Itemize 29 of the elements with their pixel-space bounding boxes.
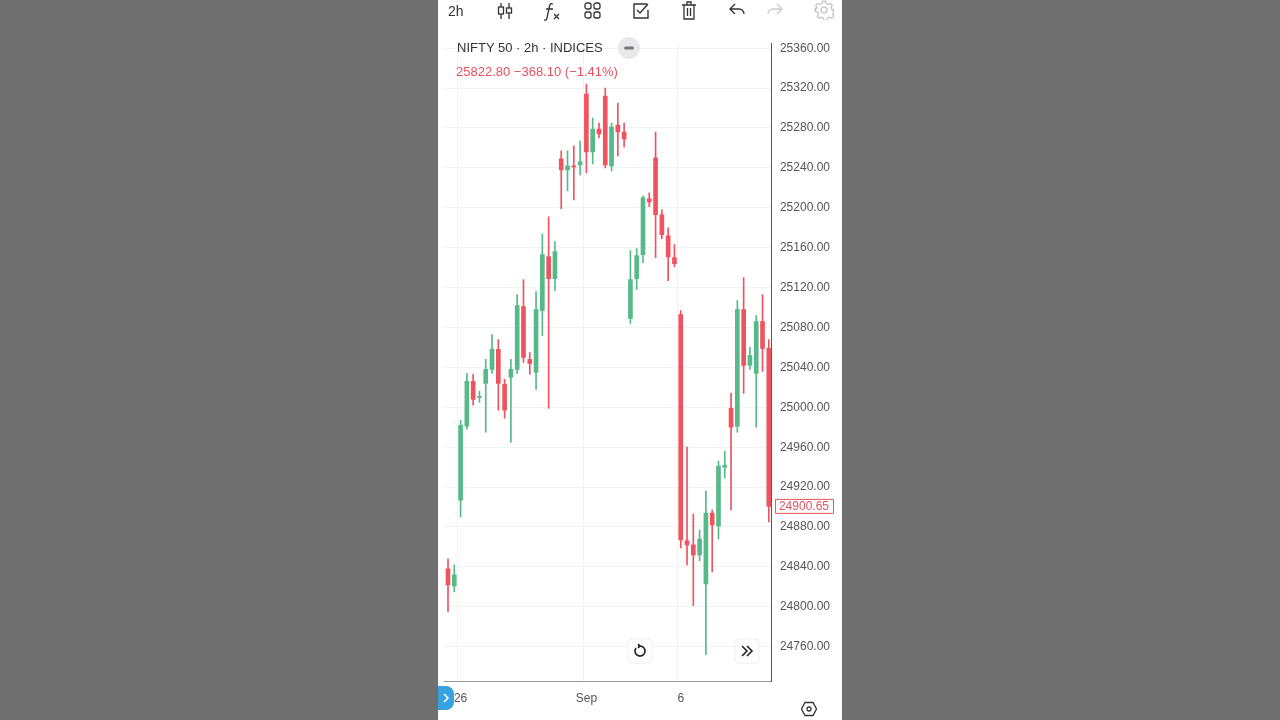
y-tick-label: 25240.00	[779, 160, 831, 175]
text: 24900.65	[778, 498, 830, 513]
candlestick	[558, 150, 564, 210]
x-tick-label: 6	[677, 691, 685, 706]
x-tick-label: 26	[453, 691, 468, 706]
text: 25822.80 −368.10 (−1.41%)	[456, 64, 618, 79]
text: 2h	[448, 3, 464, 19]
y-tick-label: 25040.00	[779, 359, 831, 374]
candlestick	[508, 359, 514, 443]
y-tick-label: 25160.00	[779, 240, 831, 254]
y-tick-label: 24760.00	[779, 639, 831, 653]
candlestick	[690, 513, 696, 607]
y-tick-label: 24800.00	[779, 599, 831, 614]
y-tick-label: 25120.00	[779, 279, 831, 294]
candlestick	[483, 359, 489, 433]
candlestick	[709, 509, 715, 573]
candlestick	[527, 352, 533, 375]
y-tick-label: 25000.00	[779, 399, 831, 414]
y-tick-label: 25200.00	[779, 200, 831, 215]
y-tick-label: 24920.00	[779, 479, 831, 494]
y-tick-label: 24840.00	[779, 559, 831, 574]
y-tick-label: 24960.00	[779, 439, 831, 454]
y-tick-label: 25320.00	[779, 80, 831, 95]
y-tick-label: 25080.00	[779, 319, 831, 334]
y-tick-label: 25360.00	[779, 40, 831, 55]
chart-title: NIFTY 50 · 2h · INDICES	[457, 40, 603, 55]
y-tick-label: 24880.00	[779, 519, 831, 534]
x-tick-label: Sep	[575, 691, 598, 706]
y-tick-label: 25280.00	[779, 120, 831, 135]
